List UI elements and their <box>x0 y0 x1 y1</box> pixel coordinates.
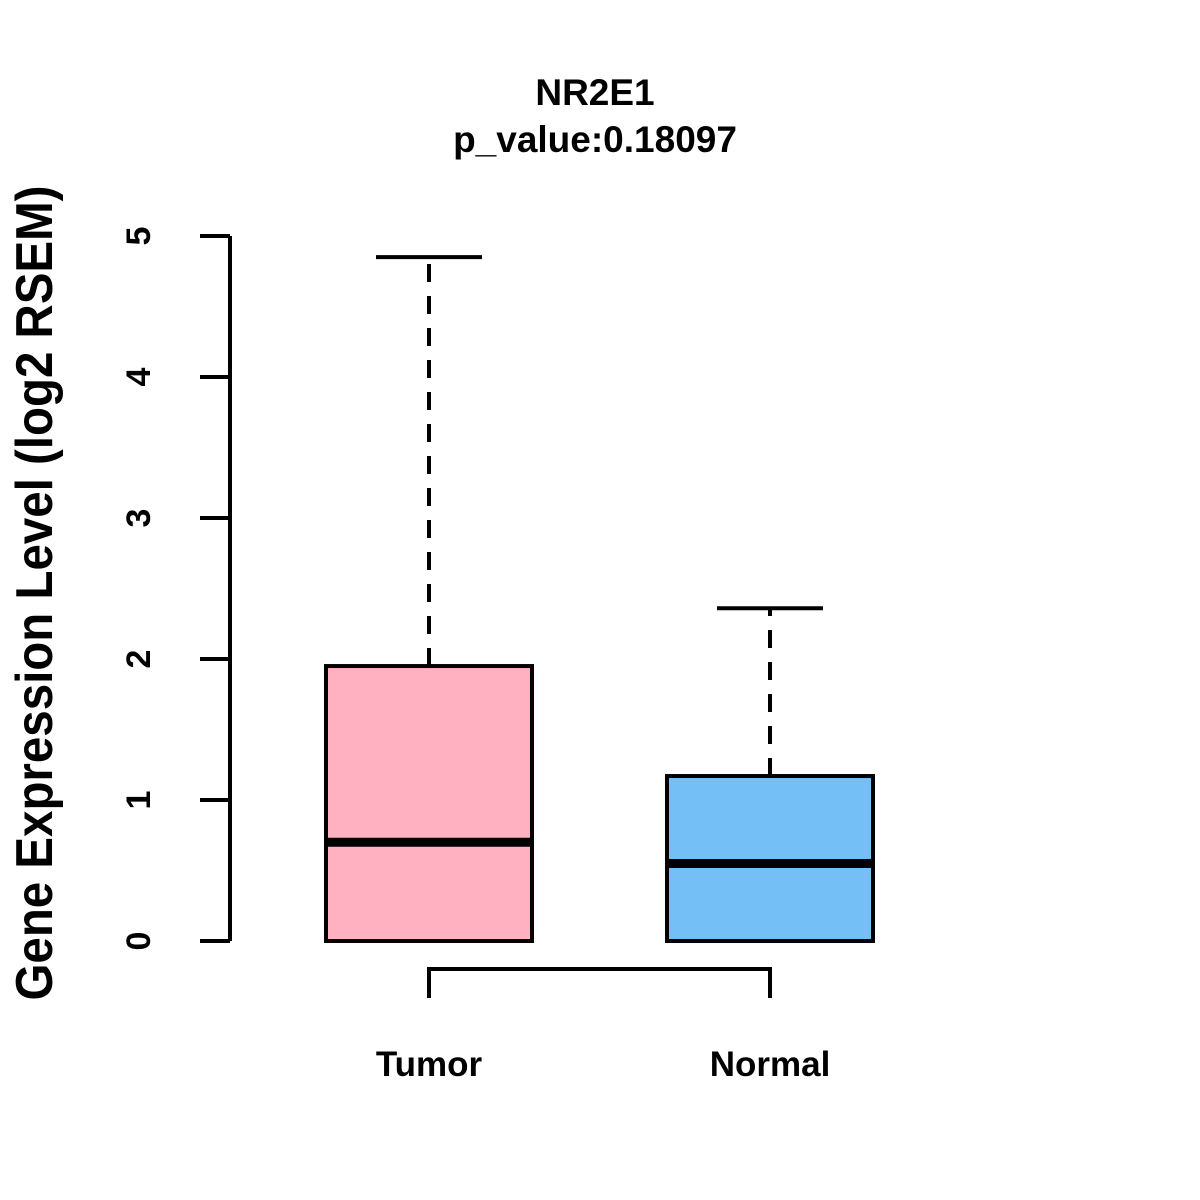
y-axis-tick-label: 1 <box>120 791 158 810</box>
iqr-box-tumor <box>324 664 534 943</box>
box-group-tumor <box>324 255 534 943</box>
y-axis-tick-label: 3 <box>120 509 158 528</box>
iqr-box-normal <box>665 774 875 944</box>
y-axis: 0 1 2 3 4 5 <box>120 227 232 951</box>
plot-area <box>324 255 875 944</box>
y-axis-tick-label: 4 <box>120 367 158 386</box>
x-axis-line <box>427 967 772 998</box>
x-axis-label-normal: Normal <box>710 1045 831 1084</box>
box-group-normal <box>665 606 875 944</box>
chart-subtitle: p_value:0.18097 <box>453 119 737 160</box>
chart-title: NR2E1 <box>535 72 654 113</box>
x-axis-label-tumor: Tumor <box>376 1045 483 1084</box>
y-axis-tick-label: 5 <box>120 227 158 246</box>
y-axis-tick-label: 0 <box>120 932 158 951</box>
y-axis-tick-label: 2 <box>120 650 158 669</box>
y-axis-label: Gene Expression Level (log2 RSEM) <box>6 186 64 1001</box>
x-axis: Tumor Normal <box>376 967 831 1084</box>
